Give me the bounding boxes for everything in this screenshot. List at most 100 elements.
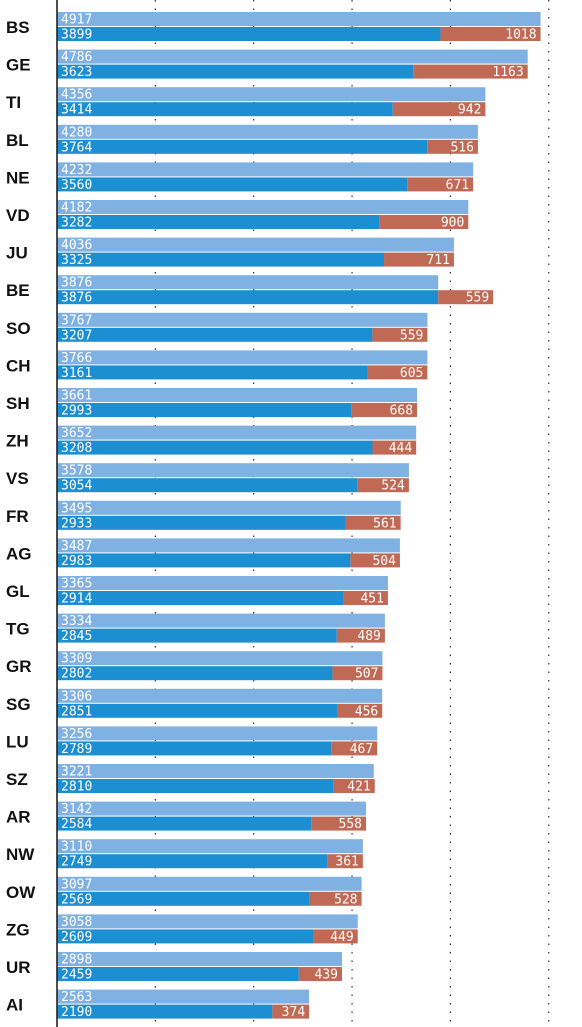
bar-base: [57, 967, 299, 981]
bar-extra: [372, 440, 417, 455]
data-label-total: 4917: [61, 13, 92, 28]
bar-base: [57, 891, 310, 906]
data-label-total: 3578: [61, 464, 92, 479]
data-label-base: 3764: [61, 140, 92, 155]
bar-total: [57, 87, 486, 102]
bar-total: [57, 576, 388, 590]
data-label-base: 2983: [61, 554, 92, 569]
bar-extra: [438, 290, 494, 305]
data-label-base: 3325: [61, 253, 92, 268]
data-label-base: 2789: [61, 742, 92, 757]
data-label-total: 3142: [61, 802, 92, 817]
bar-total: [57, 425, 417, 440]
data-label-total: 3876: [61, 276, 92, 291]
bar-total: [57, 839, 363, 854]
data-label-base: 2810: [61, 780, 92, 795]
data-label-total: 4232: [61, 163, 92, 178]
data-label-total: 2898: [61, 953, 92, 968]
bar-total: [57, 49, 528, 64]
data-label-total: 3487: [61, 539, 92, 554]
data-label-base: 2845: [61, 629, 92, 644]
category-label: ZH: [6, 432, 29, 451]
category-label: VS: [6, 469, 29, 488]
category-label: AI: [6, 996, 23, 1015]
category-label: GE: [6, 56, 31, 75]
bar-base: [57, 215, 380, 229]
bar-base: [57, 553, 351, 568]
category-label: ZG: [6, 920, 30, 939]
data-label-total: 3661: [61, 389, 92, 404]
bar-base: [57, 929, 314, 944]
data-label-extra: 711: [426, 253, 449, 268]
data-label-extra: 942: [458, 103, 481, 118]
bar-extra: [311, 816, 367, 831]
bar-total: [57, 275, 439, 290]
bar-total: [57, 388, 418, 402]
category-label: SG: [6, 695, 31, 714]
bar-total: [57, 876, 362, 891]
bar-extra: [372, 327, 428, 342]
data-label-extra: 489: [357, 629, 380, 644]
bar-base: [57, 290, 439, 305]
bar-extra: [331, 741, 378, 756]
bar-extra: [298, 967, 343, 981]
category-label: SZ: [6, 770, 28, 789]
category-label: SH: [6, 394, 30, 413]
bar-base: [57, 27, 441, 41]
bar-base: [57, 1004, 273, 1019]
data-label-total: 3365: [61, 577, 92, 592]
bar-base: [57, 628, 337, 643]
bar-extra: [345, 515, 401, 530]
category-label: LU: [6, 732, 29, 751]
category-label: BS: [6, 18, 30, 37]
bar-extra: [336, 628, 385, 643]
data-label-total: 2563: [61, 990, 92, 1005]
bar-total: [57, 12, 541, 26]
data-label-total: 3306: [61, 689, 92, 704]
bar-extra: [379, 215, 469, 229]
category-label: JU: [6, 244, 28, 263]
bar-extra: [309, 891, 362, 906]
data-label-extra: 900: [441, 216, 464, 231]
data-label-extra: 451: [360, 592, 383, 607]
bar-base: [57, 478, 358, 493]
data-label-total: 3221: [61, 765, 92, 780]
data-label-total: 3058: [61, 915, 92, 930]
bar-extra: [384, 252, 454, 267]
data-label-base: 2609: [61, 930, 92, 945]
data-label-base: 3282: [61, 216, 92, 231]
bar-base: [57, 327, 373, 342]
bar-extra: [343, 591, 388, 605]
bar-total: [57, 764, 374, 778]
data-label-total: 4280: [61, 125, 92, 140]
data-label-base: 2190: [61, 1005, 92, 1020]
category-label: GL: [6, 582, 30, 601]
data-label-base: 3161: [61, 366, 92, 381]
data-label-extra: 559: [400, 328, 423, 343]
bar-total: [57, 162, 474, 177]
data-label-total: 3766: [61, 351, 92, 366]
bar-total: [57, 538, 400, 553]
bar-total: [57, 463, 409, 478]
category-label: UR: [6, 958, 31, 977]
bar-extra: [327, 854, 363, 869]
data-label-total: 3309: [61, 652, 92, 667]
data-label-extra: 507: [355, 667, 378, 682]
data-label-extra: 559: [466, 291, 489, 306]
data-label-base: 2802: [61, 667, 92, 682]
data-label-base: 2993: [61, 404, 92, 419]
bar-total: [57, 801, 367, 816]
data-label-base: 3876: [61, 291, 92, 306]
